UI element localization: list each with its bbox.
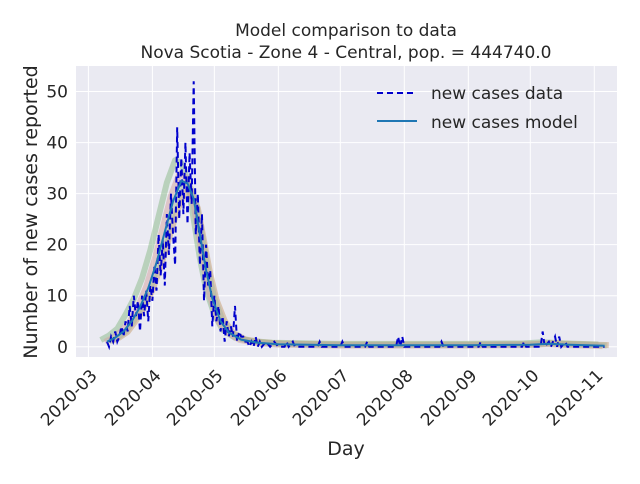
x-tick-label: 2020-07 (289, 366, 353, 430)
x-axis-label: Day (327, 438, 365, 460)
x-tick-label: 2020-04 (101, 366, 165, 430)
y-tick-label: 10 (46, 287, 68, 307)
x-tick-label: 2020-08 (353, 366, 417, 430)
y-tick-label: 40 (46, 134, 68, 154)
y-tick-label: 20 (46, 236, 68, 256)
chart-title-line1: Model comparison to data (235, 21, 457, 41)
legend-data-label: new cases data (431, 84, 563, 104)
series-new-cases-data (106, 81, 605, 351)
series-new-cases-model (106, 179, 605, 347)
x-tick-label: 2020-05 (163, 366, 227, 430)
x-tick-label: 2020-06 (227, 366, 291, 430)
legend-model-label: new cases model (431, 113, 578, 133)
y-tick-label: 0 (57, 338, 68, 358)
x-tick-label: 2020-03 (37, 366, 101, 430)
chart-title-line2: Nova Scotia - Zone 4 - Central, pop. = 4… (141, 43, 552, 63)
y-tick-label: 30 (46, 185, 68, 205)
x-tick-label: 2020-09 (417, 366, 481, 430)
y-axis-ticks: 0 10 20 30 40 50 (46, 83, 68, 358)
y-tick-label: 50 (46, 83, 68, 103)
x-tick-label: 2020-11 (543, 366, 607, 430)
x-tick-label: 2020-10 (479, 366, 543, 430)
legend: new cases data new cases model (377, 84, 578, 133)
series-layer (106, 81, 605, 351)
y-axis-label: Number of new cases reported (20, 65, 42, 358)
